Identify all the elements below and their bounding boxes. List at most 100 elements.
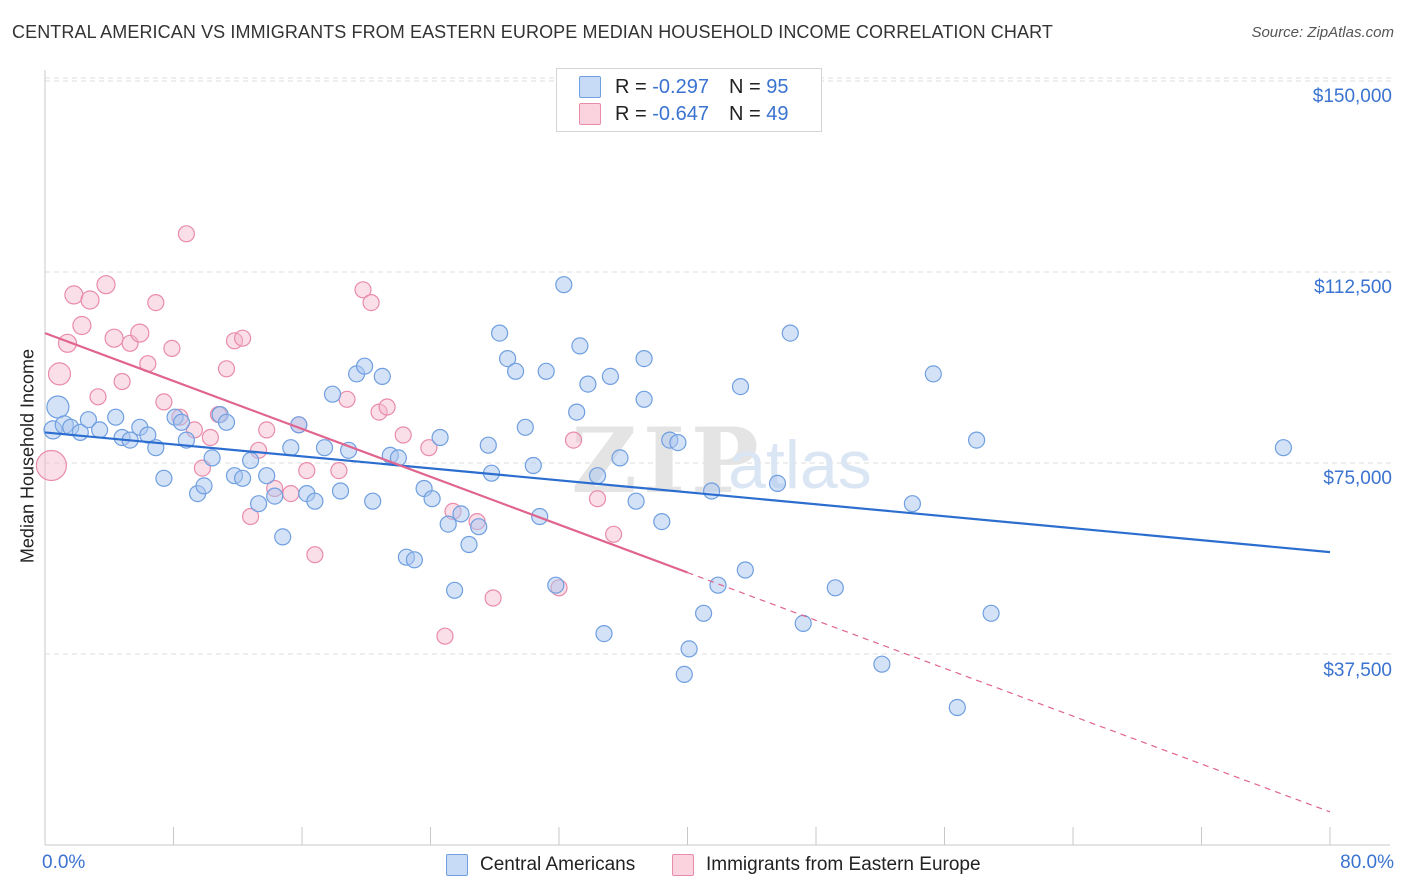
trend-line-eastern-europe — [44, 332, 688, 574]
legend-n-value: 95 — [766, 75, 789, 98]
data-point — [217, 413, 236, 431]
data-point — [635, 350, 653, 368]
data-point — [873, 655, 891, 673]
legend-swatch-pink — [579, 103, 601, 125]
series-legend-label: Central Americans — [480, 854, 636, 875]
x-tick-label-min: 0.0% — [42, 852, 86, 873]
data-point — [460, 535, 478, 554]
data-point — [104, 328, 124, 348]
data-point — [330, 462, 348, 480]
data-point — [258, 421, 276, 439]
data-point — [555, 276, 573, 294]
data-point — [595, 624, 613, 643]
y-tick-label: $150,000 — [1312, 86, 1392, 107]
legend-r-label: R = — [615, 102, 647, 125]
trend-line-eastern-europe-extension — [687, 571, 1331, 813]
legend-r-value: -0.647 — [652, 102, 709, 125]
data-point — [356, 357, 374, 375]
data-point — [373, 367, 391, 385]
data-point — [258, 467, 276, 485]
legend-row-central-americans: R = -0.297 N = 95 — [579, 74, 788, 100]
source-credit: Source: ZipAtlas.com — [1251, 24, 1394, 41]
data-point — [516, 418, 534, 436]
data-point — [47, 362, 72, 386]
trend-line-central-americans — [44, 431, 1331, 554]
data-point — [694, 604, 713, 622]
data-point — [491, 324, 509, 342]
data-point — [564, 431, 583, 449]
data-point — [436, 627, 454, 645]
data-point — [675, 665, 693, 684]
data-point — [1274, 439, 1293, 457]
axes — [44, 70, 1390, 846]
data-point — [298, 462, 316, 480]
data-point — [826, 579, 844, 597]
data-point — [431, 428, 449, 447]
data-point — [982, 604, 1000, 622]
data-point — [80, 290, 100, 310]
legend-n-label: N = — [728, 75, 761, 98]
trend-lines — [44, 332, 1331, 813]
data-point — [452, 505, 470, 523]
data-point — [195, 477, 213, 495]
data-point — [604, 525, 623, 543]
series-legend-central-americans: Central Americans — [446, 852, 635, 878]
legend-r-value: -0.297 — [652, 75, 709, 98]
legend-n-value: 49 — [766, 102, 789, 125]
legend-swatch-blue — [579, 76, 601, 98]
data-point — [217, 360, 236, 378]
data-point — [172, 413, 191, 431]
data-point — [155, 469, 173, 487]
data-point — [315, 439, 334, 457]
data-point — [147, 294, 165, 312]
data-point — [72, 315, 92, 336]
data-point — [736, 561, 754, 579]
data-point — [506, 362, 525, 380]
data-point — [547, 576, 565, 594]
series-legend-swatch-pink — [672, 854, 694, 876]
data-point — [155, 393, 173, 411]
gridlines — [45, 77, 1395, 655]
data-point — [794, 614, 812, 633]
data-point — [439, 515, 457, 533]
data-point — [250, 495, 268, 513]
data-point — [35, 449, 68, 482]
data-point — [177, 225, 195, 243]
data-point — [364, 492, 382, 510]
data-point — [163, 339, 181, 357]
data-point — [64, 285, 84, 305]
y-tick-label: $112,500 — [1314, 277, 1392, 298]
data-point — [89, 388, 107, 406]
data-point — [282, 485, 300, 503]
data-point — [627, 492, 645, 510]
data-point — [338, 390, 356, 408]
data-point — [588, 490, 607, 508]
data-point — [234, 329, 252, 347]
legend-n-label: N = — [728, 102, 761, 125]
data-point — [354, 281, 372, 299]
data-point — [79, 411, 98, 429]
series-legend-label: Immigrants from Eastern Europe — [706, 854, 981, 875]
series-legend-eastern-europe: Immigrants from Eastern Europe — [672, 852, 981, 878]
legend-row-eastern-europe: R = -0.647 N = 49 — [579, 101, 788, 127]
data-point — [601, 367, 620, 385]
data-point — [731, 378, 750, 396]
data-point — [177, 431, 195, 449]
data-point — [266, 487, 284, 505]
data-point — [242, 507, 260, 526]
y-axis-label: Median Household Income — [17, 348, 38, 564]
data-point — [537, 362, 555, 380]
data-point — [323, 385, 342, 403]
data-point — [588, 467, 607, 485]
data-point — [274, 528, 292, 546]
data-point — [568, 403, 586, 421]
data-point — [405, 551, 423, 569]
y-tick-label: $37,500 — [1323, 660, 1392, 681]
data-point — [653, 512, 671, 531]
data-point — [107, 408, 125, 426]
data-point — [702, 482, 721, 500]
data-point — [96, 275, 116, 295]
series-legend-swatch-blue — [446, 854, 468, 876]
data-point — [669, 434, 687, 452]
